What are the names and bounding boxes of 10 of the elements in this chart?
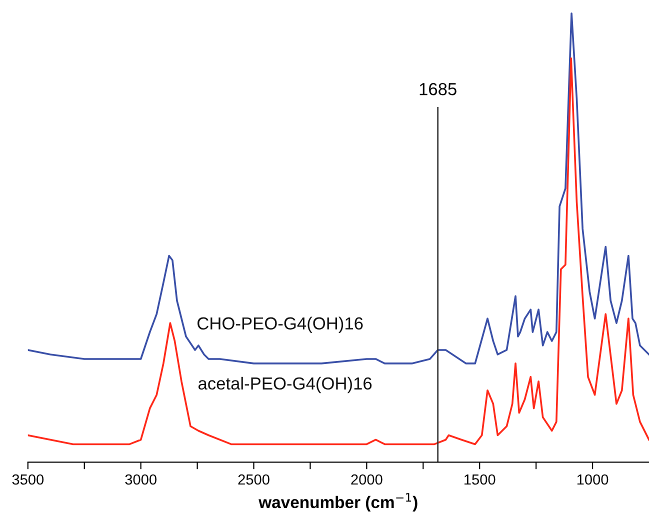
x-tick-label: 2000 (351, 474, 382, 485)
series-label: CHO-PEO-G4(OH)16 (198, 316, 363, 333)
x-tick-label: 2500 (238, 474, 270, 485)
x-tick-label: 1000 (577, 474, 608, 485)
x-tick-label: 3000 (125, 474, 156, 485)
x-axis-title: wavenumber (cm$^{−1}$) (258, 493, 418, 512)
ref-line-label: 1685 (420, 82, 456, 96)
x-tick-label: 3500 (12, 474, 44, 485)
x-tick-label: 1500 (464, 474, 496, 485)
series-label: acetal-PEO-G4(OH)16 (198, 376, 372, 394)
